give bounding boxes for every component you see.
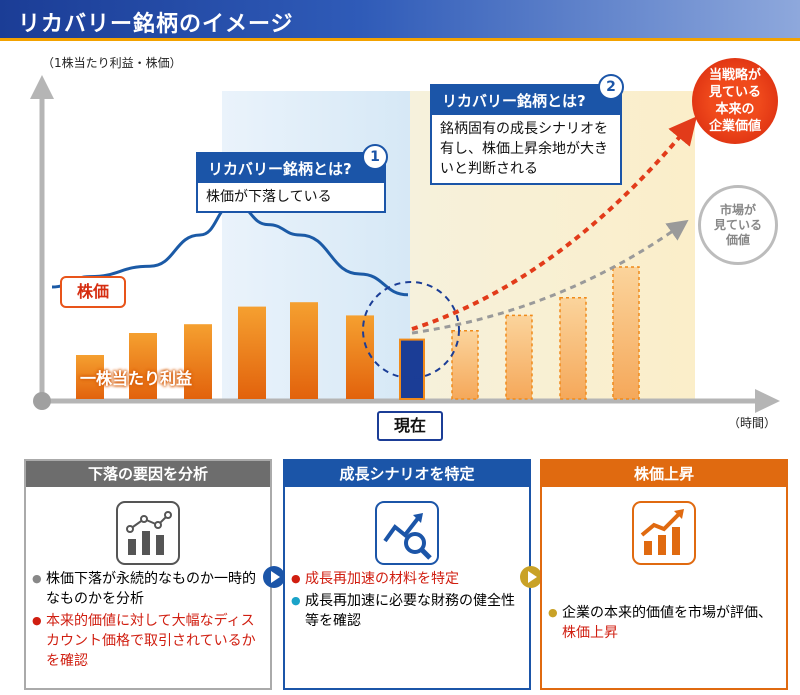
y-axis-label: （1株当たり利益・株価）	[42, 55, 182, 70]
panel-2-title: 成長シナリオを特定	[285, 461, 529, 487]
market-value-circle: 市場が 見ている 価値	[698, 185, 778, 265]
callout-2-title: リカバリー銘柄とは?	[432, 86, 620, 115]
rising-bar-chart-icon	[632, 501, 696, 565]
panel-3-item: 企業の本来的価値を市場が評価、株価上昇	[548, 603, 782, 643]
axis-origin	[33, 392, 51, 410]
eps-bars	[76, 302, 425, 401]
now-label: 現在	[377, 411, 443, 441]
panel-3-title: 株価上昇	[542, 461, 786, 487]
page-title: リカバリー銘柄のイメージ	[18, 12, 294, 37]
panel-2-list: 成長再加速の材料を特定 成長再加速に必要な財務の健全性等を確認	[291, 569, 525, 633]
panel-price-rise: 株価上昇 企業の本来的価値を市場が評価、株価上昇	[540, 459, 788, 690]
page-header: リカバリー銘柄のイメージ	[0, 0, 800, 38]
stock-price-label: 株価	[60, 276, 126, 308]
callout-1-title: リカバリー銘柄とは?	[198, 154, 384, 183]
eps-projected-bars	[451, 266, 640, 400]
analysis-chart-icon	[116, 501, 180, 565]
play-arrow-icon	[520, 566, 542, 588]
trend-search-icon	[375, 501, 439, 565]
panel-1-item-highlight: 本来的価値に対して大幅なディスカウント価格で取引されているかを確認	[32, 611, 266, 671]
x-axis-arrowhead	[755, 389, 780, 413]
panel-1-list: 株価下落が永続的なものか一時的なものかを分析 本来的価値に対して大幅なディスカウ…	[32, 569, 266, 673]
eps-bar	[129, 333, 157, 399]
callout-2-text: 銘柄固有の成長シナリオを有し、株価上昇余地が大きいと判断される	[440, 121, 608, 177]
panel-analyze: 下落の要因を分析 株価下落が永続的なものか一時的なものかを分析 本来的価値に対し…	[24, 459, 272, 690]
header-accent-line	[0, 38, 800, 41]
callout-2-number: 2	[598, 74, 624, 100]
x-axis-label: （時間）	[728, 416, 776, 430]
panel-3-list: 企業の本来的価値を市場が評価、株価上昇	[548, 603, 782, 645]
eps-bar	[346, 315, 374, 399]
panel-2-item-highlight: 成長再加速の材料を特定	[291, 569, 525, 589]
strategy-value-circle: 当戦略が 見ている 本来の 企業価値	[692, 58, 778, 144]
eps-projected-bar	[612, 266, 640, 400]
market-value-arrow	[411, 219, 689, 335]
play-arrow-icon	[263, 566, 285, 588]
panel-3-item-text: 企業の本来的価値を市場が評価、	[562, 605, 772, 621]
eps-bar	[184, 324, 212, 399]
eps-bar	[238, 306, 266, 399]
eps-label: 一株当たり利益	[80, 369, 193, 388]
y-axis-arrowhead	[30, 75, 54, 99]
callout-1-number: 1	[362, 144, 388, 170]
panel-3-item-highlight: 株価上昇	[562, 625, 618, 641]
eps-bar-current	[399, 338, 425, 401]
eps-projected-bar	[559, 297, 587, 400]
now-highlight-circle	[362, 281, 460, 379]
callout-1-text: 株価が下落している	[206, 189, 332, 205]
panel-growth: 成長シナリオを特定 成長再加速の材料を特定 成長再加速に必要な財務の健全性等を確…	[283, 459, 531, 690]
eps-projected-bar	[505, 314, 533, 400]
recovery-chart: （1株当たり利益・株価） （時間）	[30, 55, 780, 430]
panel-1-item: 株価下落が永続的なものか一時的なものかを分析	[32, 569, 266, 609]
callout-box-1: リカバリー銘柄とは? 株価が下落している	[196, 152, 386, 213]
panel-2-item: 成長再加速に必要な財務の健全性等を確認	[291, 591, 525, 631]
eps-projected-bar	[451, 330, 479, 400]
callout-box-2: リカバリー銘柄とは? 銘柄固有の成長シナリオを有し、株価上昇余地が大きいと判断さ…	[430, 84, 622, 185]
panel-1-title: 下落の要因を分析	[26, 461, 270, 487]
eps-bar	[76, 355, 104, 399]
eps-bar	[290, 302, 318, 399]
